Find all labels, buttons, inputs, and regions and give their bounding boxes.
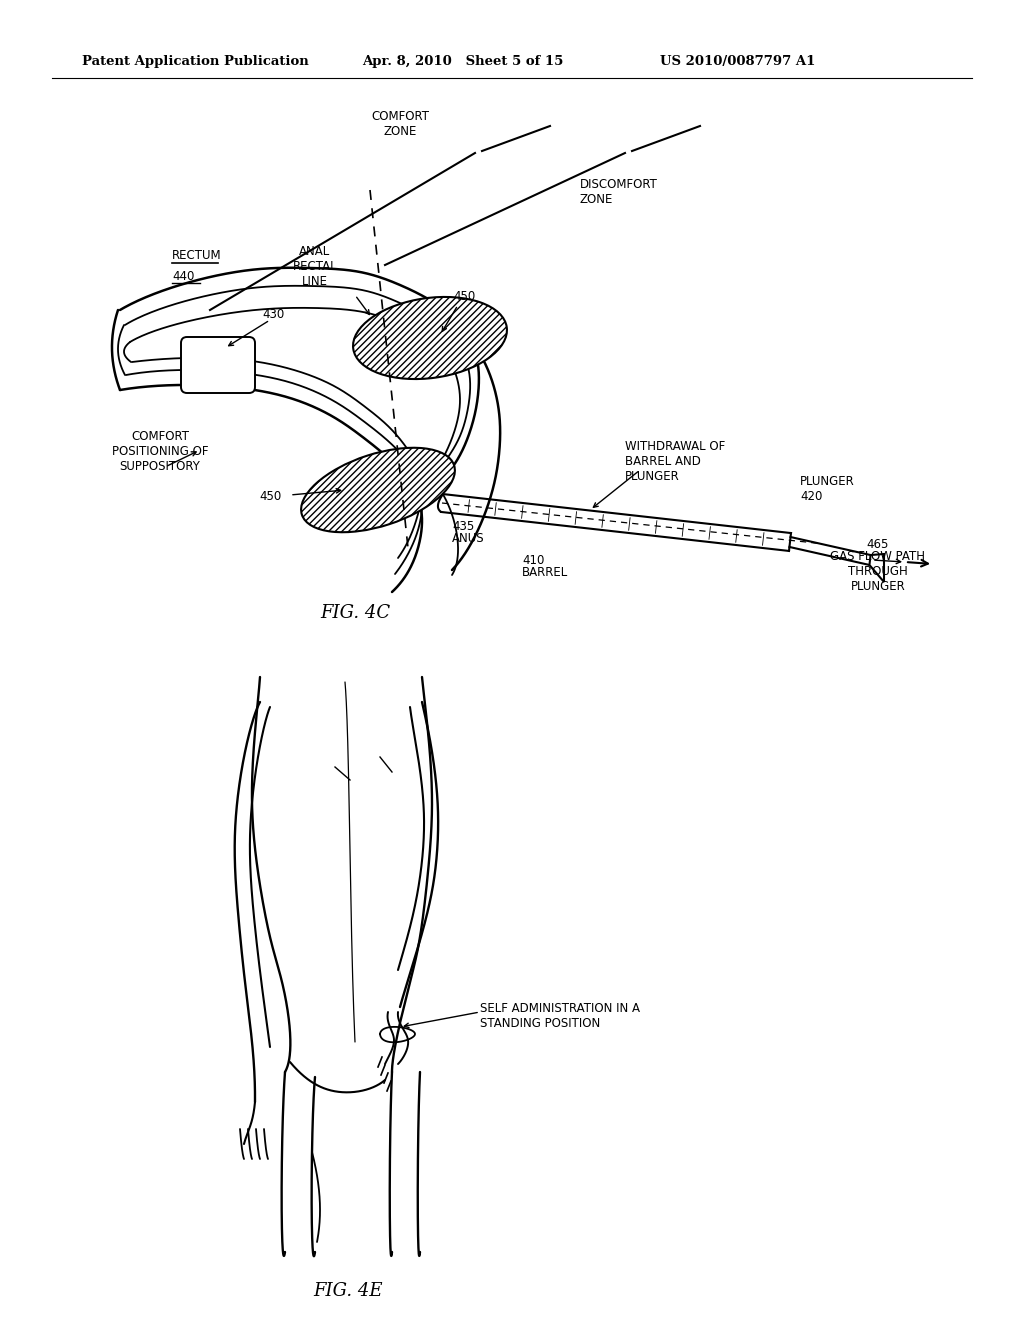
- Text: GAS FLOW PATH
THROUGH
PLUNGER: GAS FLOW PATH THROUGH PLUNGER: [830, 550, 926, 593]
- Ellipse shape: [353, 297, 507, 379]
- Text: Patent Application Publication: Patent Application Publication: [82, 55, 309, 69]
- Text: FIG. 4C: FIG. 4C: [319, 605, 390, 622]
- Text: SELF ADMINISTRATION IN A
STANDING POSITION: SELF ADMINISTRATION IN A STANDING POSITI…: [480, 1002, 640, 1030]
- Text: FIG. 4E: FIG. 4E: [313, 1282, 383, 1300]
- Text: COMFORT
POSITIONING OF
SUPPOSITORY: COMFORT POSITIONING OF SUPPOSITORY: [112, 430, 208, 473]
- Text: ANAL
RECTAL
LINE: ANAL RECTAL LINE: [293, 246, 337, 288]
- Text: 440: 440: [172, 271, 195, 282]
- Text: 420: 420: [800, 490, 822, 503]
- Text: 430: 430: [262, 308, 285, 321]
- Text: COMFORT
ZONE: COMFORT ZONE: [371, 110, 429, 139]
- Text: DISCOMFORT
ZONE: DISCOMFORT ZONE: [580, 178, 657, 206]
- Text: WITHDRAWAL OF
BARREL AND
PLUNGER: WITHDRAWAL OF BARREL AND PLUNGER: [625, 440, 725, 483]
- Text: US 2010/0087797 A1: US 2010/0087797 A1: [660, 55, 815, 69]
- Text: 435: 435: [452, 520, 474, 533]
- Text: ANUS: ANUS: [452, 532, 484, 545]
- Text: PLUNGER: PLUNGER: [800, 475, 855, 488]
- Text: RECTUM: RECTUM: [172, 249, 221, 261]
- Text: 450: 450: [453, 290, 475, 304]
- FancyBboxPatch shape: [181, 337, 255, 393]
- Text: 465: 465: [866, 539, 889, 550]
- Polygon shape: [869, 554, 884, 582]
- Text: Apr. 8, 2010   Sheet 5 of 15: Apr. 8, 2010 Sheet 5 of 15: [362, 55, 563, 69]
- Text: 450: 450: [260, 490, 282, 503]
- Text: BARREL: BARREL: [522, 566, 568, 579]
- Text: 410: 410: [522, 554, 545, 568]
- Ellipse shape: [301, 447, 455, 532]
